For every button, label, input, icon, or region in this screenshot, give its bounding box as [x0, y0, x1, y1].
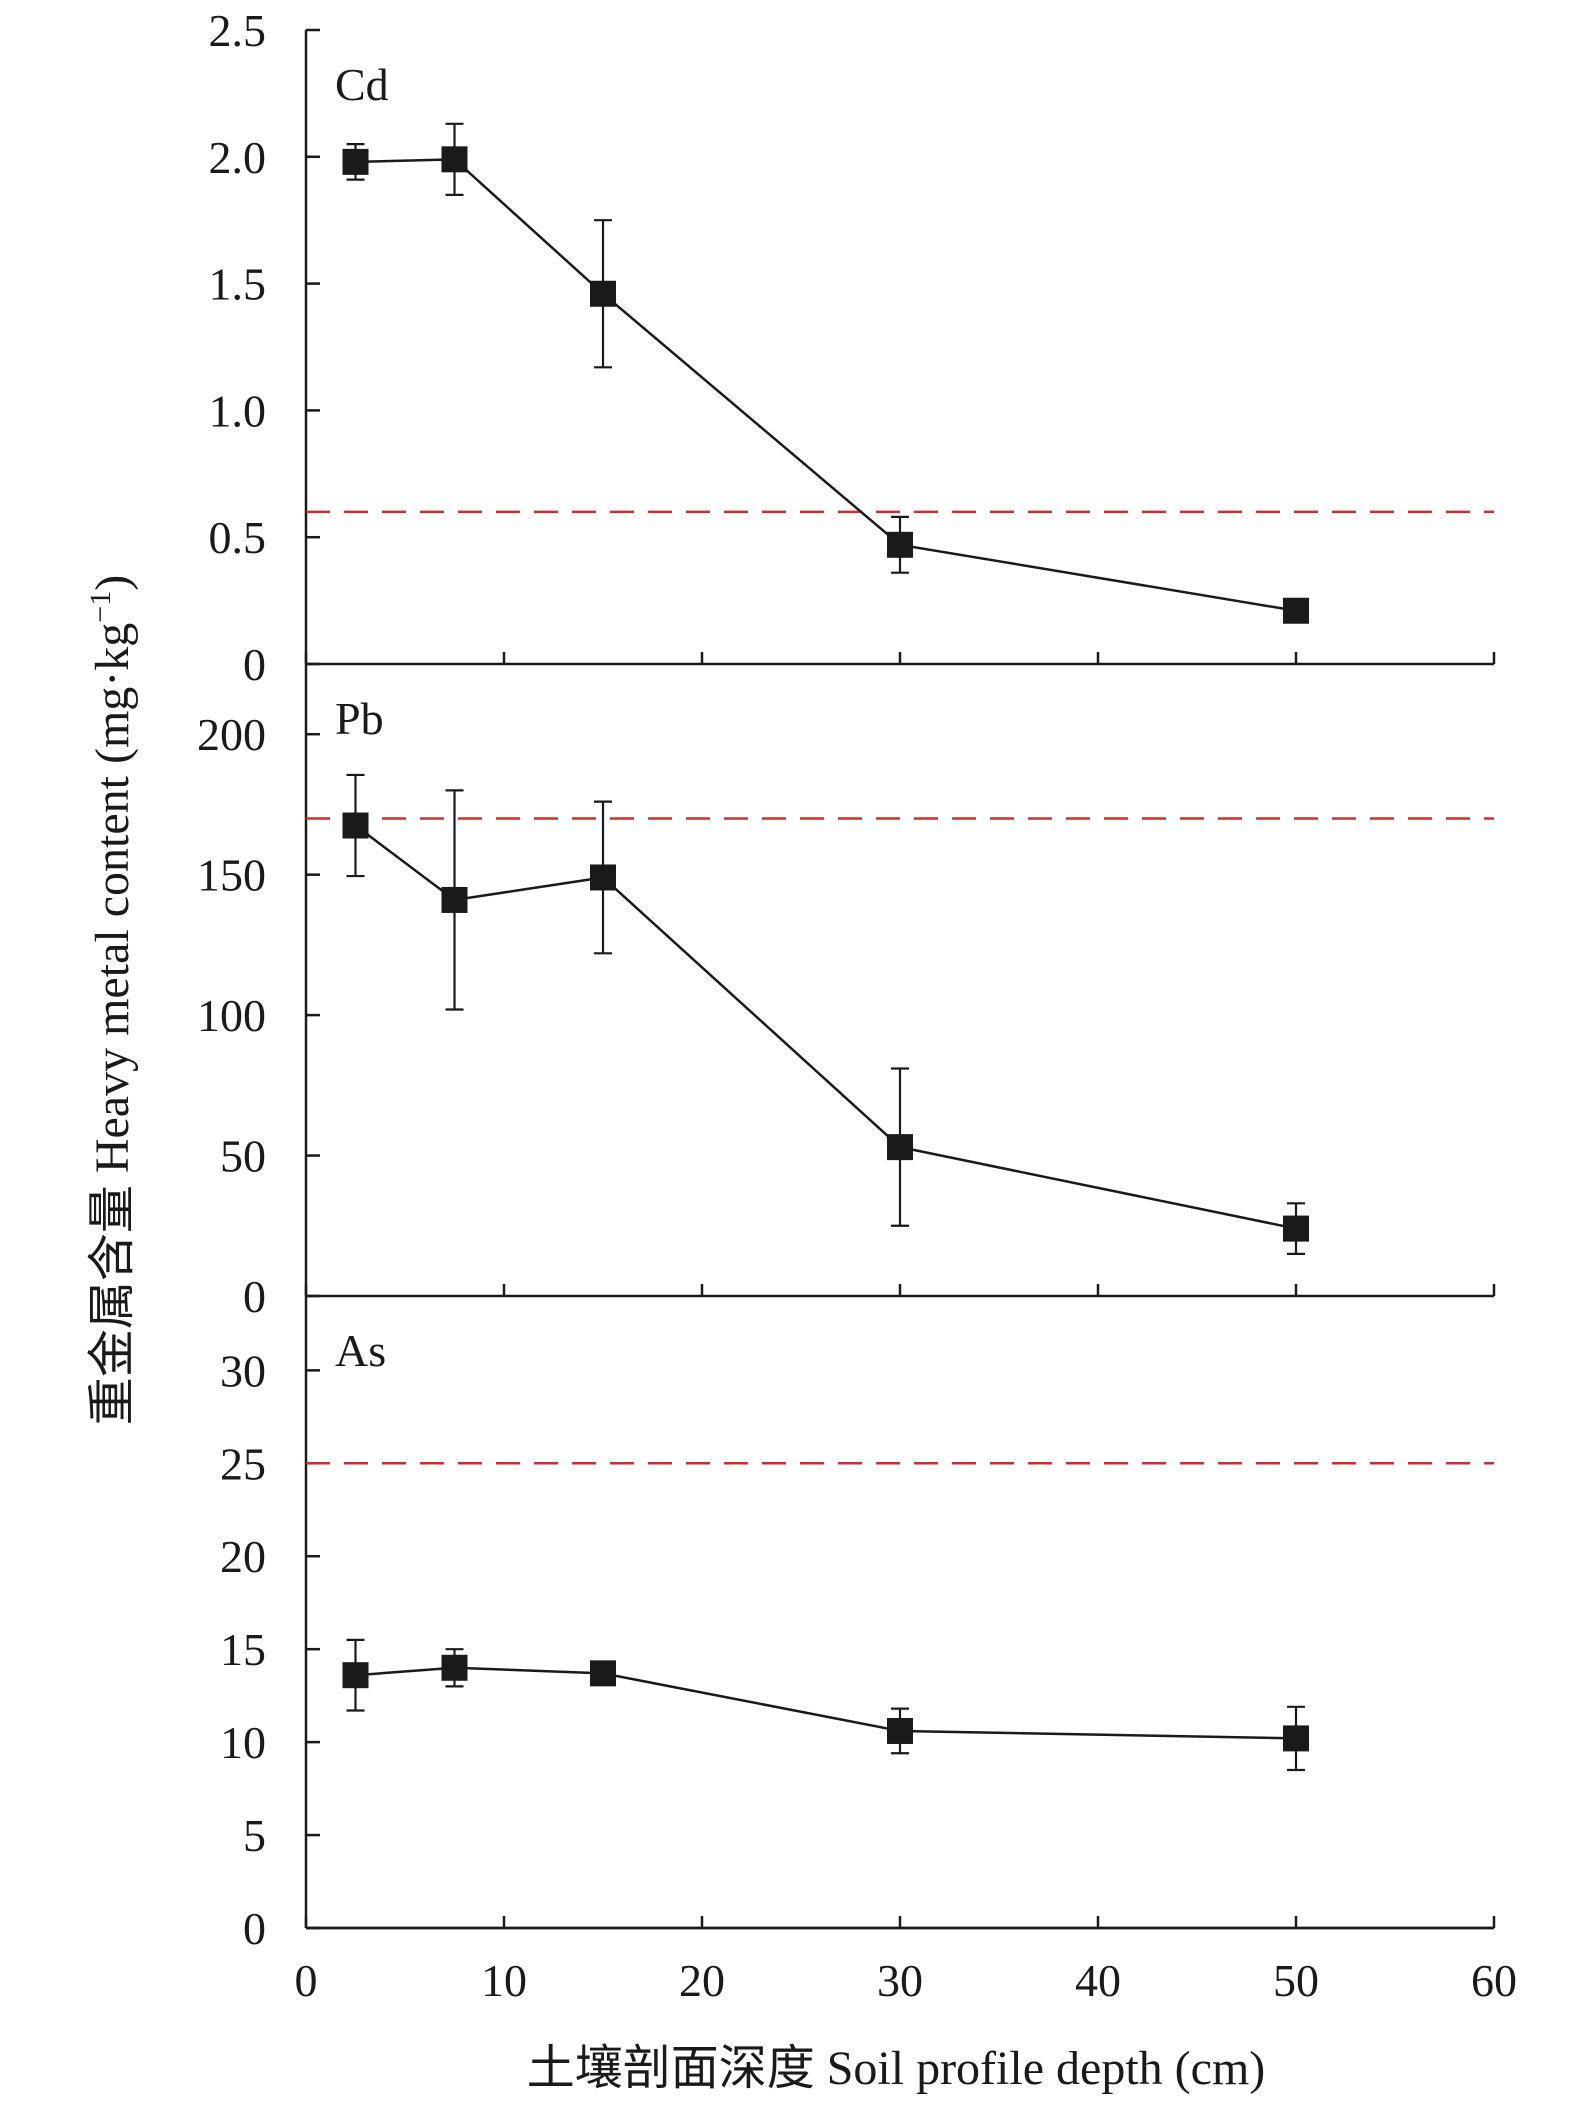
data-point — [441, 1654, 468, 1681]
y-tick-label: 15 — [220, 1624, 266, 1675]
y-tick-label: 30 — [220, 1345, 266, 1396]
y-tick-label: 100 — [197, 990, 266, 1041]
y-tick-label: 200 — [197, 709, 266, 760]
x-tick-label: 10 — [481, 1955, 527, 2006]
y-axis-label-superscript: −1 — [84, 591, 117, 623]
x-axis-label: 土壤剖面深度 Soil profile depth (cm) — [527, 2042, 1266, 2095]
data-point — [590, 280, 616, 307]
y-tick-label: 0 — [243, 1271, 266, 1322]
data-point — [1283, 1725, 1309, 1752]
x-tick-labels: 0 10 20 30 40 50 60 — [295, 1955, 1518, 2006]
data-point — [441, 886, 468, 913]
panel-as: 0 5 10 15 20 25 30 As — [220, 1296, 1496, 1954]
x-tick-label: 30 — [877, 1955, 923, 2006]
data-point — [441, 146, 468, 173]
y-tick-label: 2.0 — [209, 132, 267, 183]
chart-panels: 0 0.5 1.0 1.5 2.0 2.5 Cd 0 50 100 150 200 Pb 0 5 10 15 20… — [197, 5, 1496, 1954]
y-tick-label: 1.0 — [209, 385, 267, 436]
y-axis-label-end: ) — [86, 575, 139, 591]
y-tick-label: 0 — [243, 639, 266, 690]
data-point — [590, 1660, 616, 1687]
series-line — [355, 1666, 1297, 1740]
x-tick-label: 40 — [1075, 1955, 1121, 2006]
y-tick-label: 20 — [220, 1531, 266, 1582]
panel-label: As — [335, 1325, 386, 1376]
y-tick-label: 10 — [220, 1717, 266, 1768]
panel-pb: 0 50 100 150 200 Pb — [197, 664, 1496, 1322]
data-point — [342, 812, 369, 839]
x-tick-label: 20 — [679, 1955, 725, 2006]
panel-label: Pb — [335, 693, 384, 744]
y-tick-label: 50 — [220, 1131, 266, 1182]
panel-cd: 0 0.5 1.0 1.5 2.0 2.5 Cd — [209, 5, 1496, 690]
y-axis-label-main: 重金属含量 Heavy metal content (mg·kg — [86, 623, 139, 1425]
data-point — [887, 1717, 913, 1744]
series-line — [355, 158, 1297, 612]
data-point — [342, 148, 369, 175]
data-point — [342, 1662, 369, 1689]
panel-label: Cd — [335, 59, 389, 110]
y-tick-label: 150 — [197, 850, 266, 901]
data-point — [1283, 597, 1309, 624]
series-line — [354, 824, 1297, 1230]
data-point — [1283, 1215, 1309, 1242]
x-tick-label: 0 — [295, 1955, 318, 2006]
x-tick-label: 60 — [1471, 1955, 1517, 2006]
data-point — [590, 864, 616, 891]
x-axis: 0 10 20 30 40 50 60 土壤剖面深度 Soil profile depth … — [295, 1926, 1518, 2095]
y-tick-label: 0.5 — [209, 512, 267, 563]
x-tick-label: 50 — [1273, 1955, 1319, 2006]
y-tick-label: 0 — [243, 1903, 266, 1954]
y-tick-label: 5 — [243, 1810, 266, 1861]
data-point — [887, 531, 913, 558]
y-tick-label: 25 — [220, 1438, 266, 1489]
y-tick-label: 2.5 — [209, 5, 267, 56]
data-point — [887, 1134, 913, 1161]
y-axis-label: 重金属含量 Heavy metal content (mg·kg−1) — [84, 575, 139, 1425]
y-tick-label: 1.5 — [209, 259, 267, 310]
